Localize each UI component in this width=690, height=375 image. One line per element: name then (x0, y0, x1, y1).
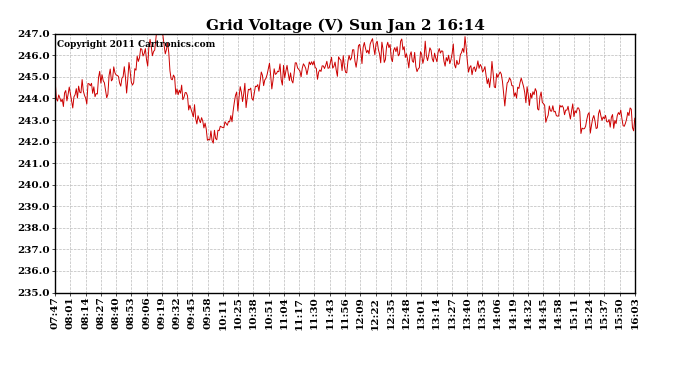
Text: Copyright 2011 Cartronics.com: Copyright 2011 Cartronics.com (57, 40, 215, 49)
Title: Grid Voltage (V) Sun Jan 2 16:14: Grid Voltage (V) Sun Jan 2 16:14 (206, 18, 484, 33)
